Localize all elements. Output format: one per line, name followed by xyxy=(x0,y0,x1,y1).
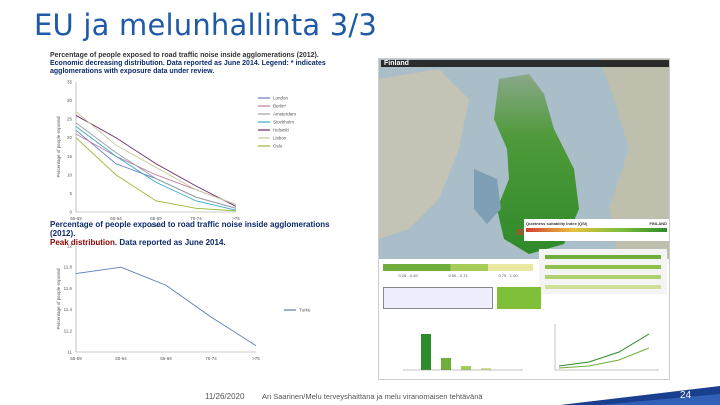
x-axis-label: Lden xyxy=(151,223,162,228)
chart-1-heading-line3: agglomerations with exposure data under … xyxy=(50,68,215,75)
x-tick-label: 65-69 xyxy=(160,356,172,361)
qsi-bar-fill xyxy=(383,264,533,271)
chart-2-heading-line1: Percentage of people exposed to road tra… xyxy=(50,220,330,238)
y-tick-label: 35 xyxy=(67,80,73,85)
map-legend-scale xyxy=(526,228,667,232)
x-tick-label: 60-64 xyxy=(110,216,122,221)
y-tick-label: 11.8 xyxy=(64,265,73,270)
y-tick-label: 12 xyxy=(67,244,73,249)
y-tick-label: 30 xyxy=(67,98,73,103)
qsi-class-row-1 xyxy=(545,255,661,259)
y-tick-label: 11.4 xyxy=(64,307,73,312)
y-tick-label: 20 xyxy=(67,135,73,140)
y-tick-label: 0 xyxy=(69,210,72,215)
chart-1-heading: Percentage of people exposed to road tra… xyxy=(50,52,350,76)
series-line-oslo xyxy=(75,137,237,212)
footer-text: Ari Saarinen/Melu terveyshaittana ja mel… xyxy=(262,392,483,401)
series-line-amsterdam xyxy=(75,122,237,209)
qsi-class-table xyxy=(539,249,667,294)
map-legend-region: FINLAND xyxy=(649,221,667,226)
trend-chart-graphic xyxy=(554,324,659,371)
left-chart-panel: Percentage of people exposed to road tra… xyxy=(46,50,371,366)
legend-label: Stockholm xyxy=(273,120,294,125)
legend-label: Berlin* xyxy=(273,104,287,109)
chart-2-heading: Percentage of people exposed to road tra… xyxy=(50,220,350,247)
map-panel: Finland Quietness suitability Index (QSI… xyxy=(378,58,670,380)
x-tick-label: 60-64 xyxy=(115,356,127,361)
green-tiles xyxy=(497,287,541,309)
y-tick-label: 11.2 xyxy=(64,328,73,333)
y-tick-label: 15 xyxy=(67,154,73,159)
series-line-london xyxy=(75,129,237,209)
series-line-turku xyxy=(75,266,257,347)
y-tick-label: 11.6 xyxy=(64,286,73,291)
x-tick-label: 65-69 xyxy=(150,216,162,221)
x-tick-label: 70-74 xyxy=(205,356,217,361)
qsi-class-row-3 xyxy=(545,275,661,279)
x-tick-label: 55-59 xyxy=(70,216,82,221)
qsi-class-row-4 xyxy=(545,285,661,289)
chart-2-heading-peak: Peak distribution xyxy=(50,238,115,247)
chart-1-heading-line2: Economic decreasing distribution. Data r… xyxy=(50,60,326,67)
legend-label: London xyxy=(273,96,289,101)
area-bar-chart-graphic xyxy=(403,334,523,371)
y-axis-label: Percentage of people exposed xyxy=(56,116,61,178)
trend-chart xyxy=(539,314,667,378)
series-line-stockholm xyxy=(75,126,237,211)
map-legend: Quietness suitability Index (QSI) FINLAN… xyxy=(524,219,669,241)
x-tick-label: >75 xyxy=(232,216,240,221)
chart-2-heading-tail: . Data reported as June 2014. xyxy=(114,238,226,247)
chart-2: 11 11.2 11.4 11.6 11.8 12 55-59 60-64 65-69 70-74… xyxy=(56,244,311,362)
chart-1-heading-line1: Percentage of people exposed to road tra… xyxy=(50,52,319,59)
map-legend-title: Quietness suitability Index (QSI) xyxy=(526,221,588,226)
legend-label: Lisbon xyxy=(273,136,287,141)
y-tick-label: 11 xyxy=(67,350,72,355)
qsi-label-1: 0.25 - 0.49 xyxy=(398,273,418,278)
x-tick-label: 70-74 xyxy=(190,216,202,221)
y-tick-label: 5 xyxy=(69,191,72,196)
finland-map: Finland Quietness suitability Index (QSI… xyxy=(379,59,669,259)
area-bar-chart xyxy=(383,314,531,378)
qsi-class-row-2 xyxy=(545,265,661,269)
info-box xyxy=(383,287,493,309)
x-tick-label: >75 xyxy=(252,356,260,361)
series-line-lisbon xyxy=(75,111,237,205)
qsi-bar: 0.25 - 0.49 0.50 - 0.74 0.75 - 1.00 xyxy=(383,264,533,284)
x-tick-label: 55-59 xyxy=(70,356,82,361)
legend-label: Helsinki xyxy=(273,128,289,133)
y-tick-label: 25 xyxy=(67,117,73,122)
y-tick-label: 10 xyxy=(67,172,73,177)
series-line-helsinki xyxy=(75,115,237,207)
footer-band xyxy=(560,386,720,405)
qsi-bar-labels: 0.25 - 0.49 0.50 - 0.74 0.75 - 1.00 xyxy=(383,273,533,278)
chart-1: 0 5 10 15 20 25 30 35 55-59 60-64 65-69 70-74 >75 Per… xyxy=(56,80,296,229)
qsi-label-2: 0.50 - 0.74 xyxy=(448,273,468,278)
map-caption: Finland xyxy=(381,60,669,67)
slide-title: EU ja melunhallinta 3/3 xyxy=(34,8,378,42)
legend-label: Amsterdam xyxy=(273,112,296,117)
qsi-label-3: 0.75 - 1.00 xyxy=(498,273,518,278)
footer-date: 11/26/2020 xyxy=(205,392,245,401)
legend-label: Oslo xyxy=(273,144,283,149)
y-axis-label: Percentage of people exposed xyxy=(56,268,61,330)
legend-label: Turku xyxy=(299,308,311,313)
page-number: 24 xyxy=(680,390,692,401)
